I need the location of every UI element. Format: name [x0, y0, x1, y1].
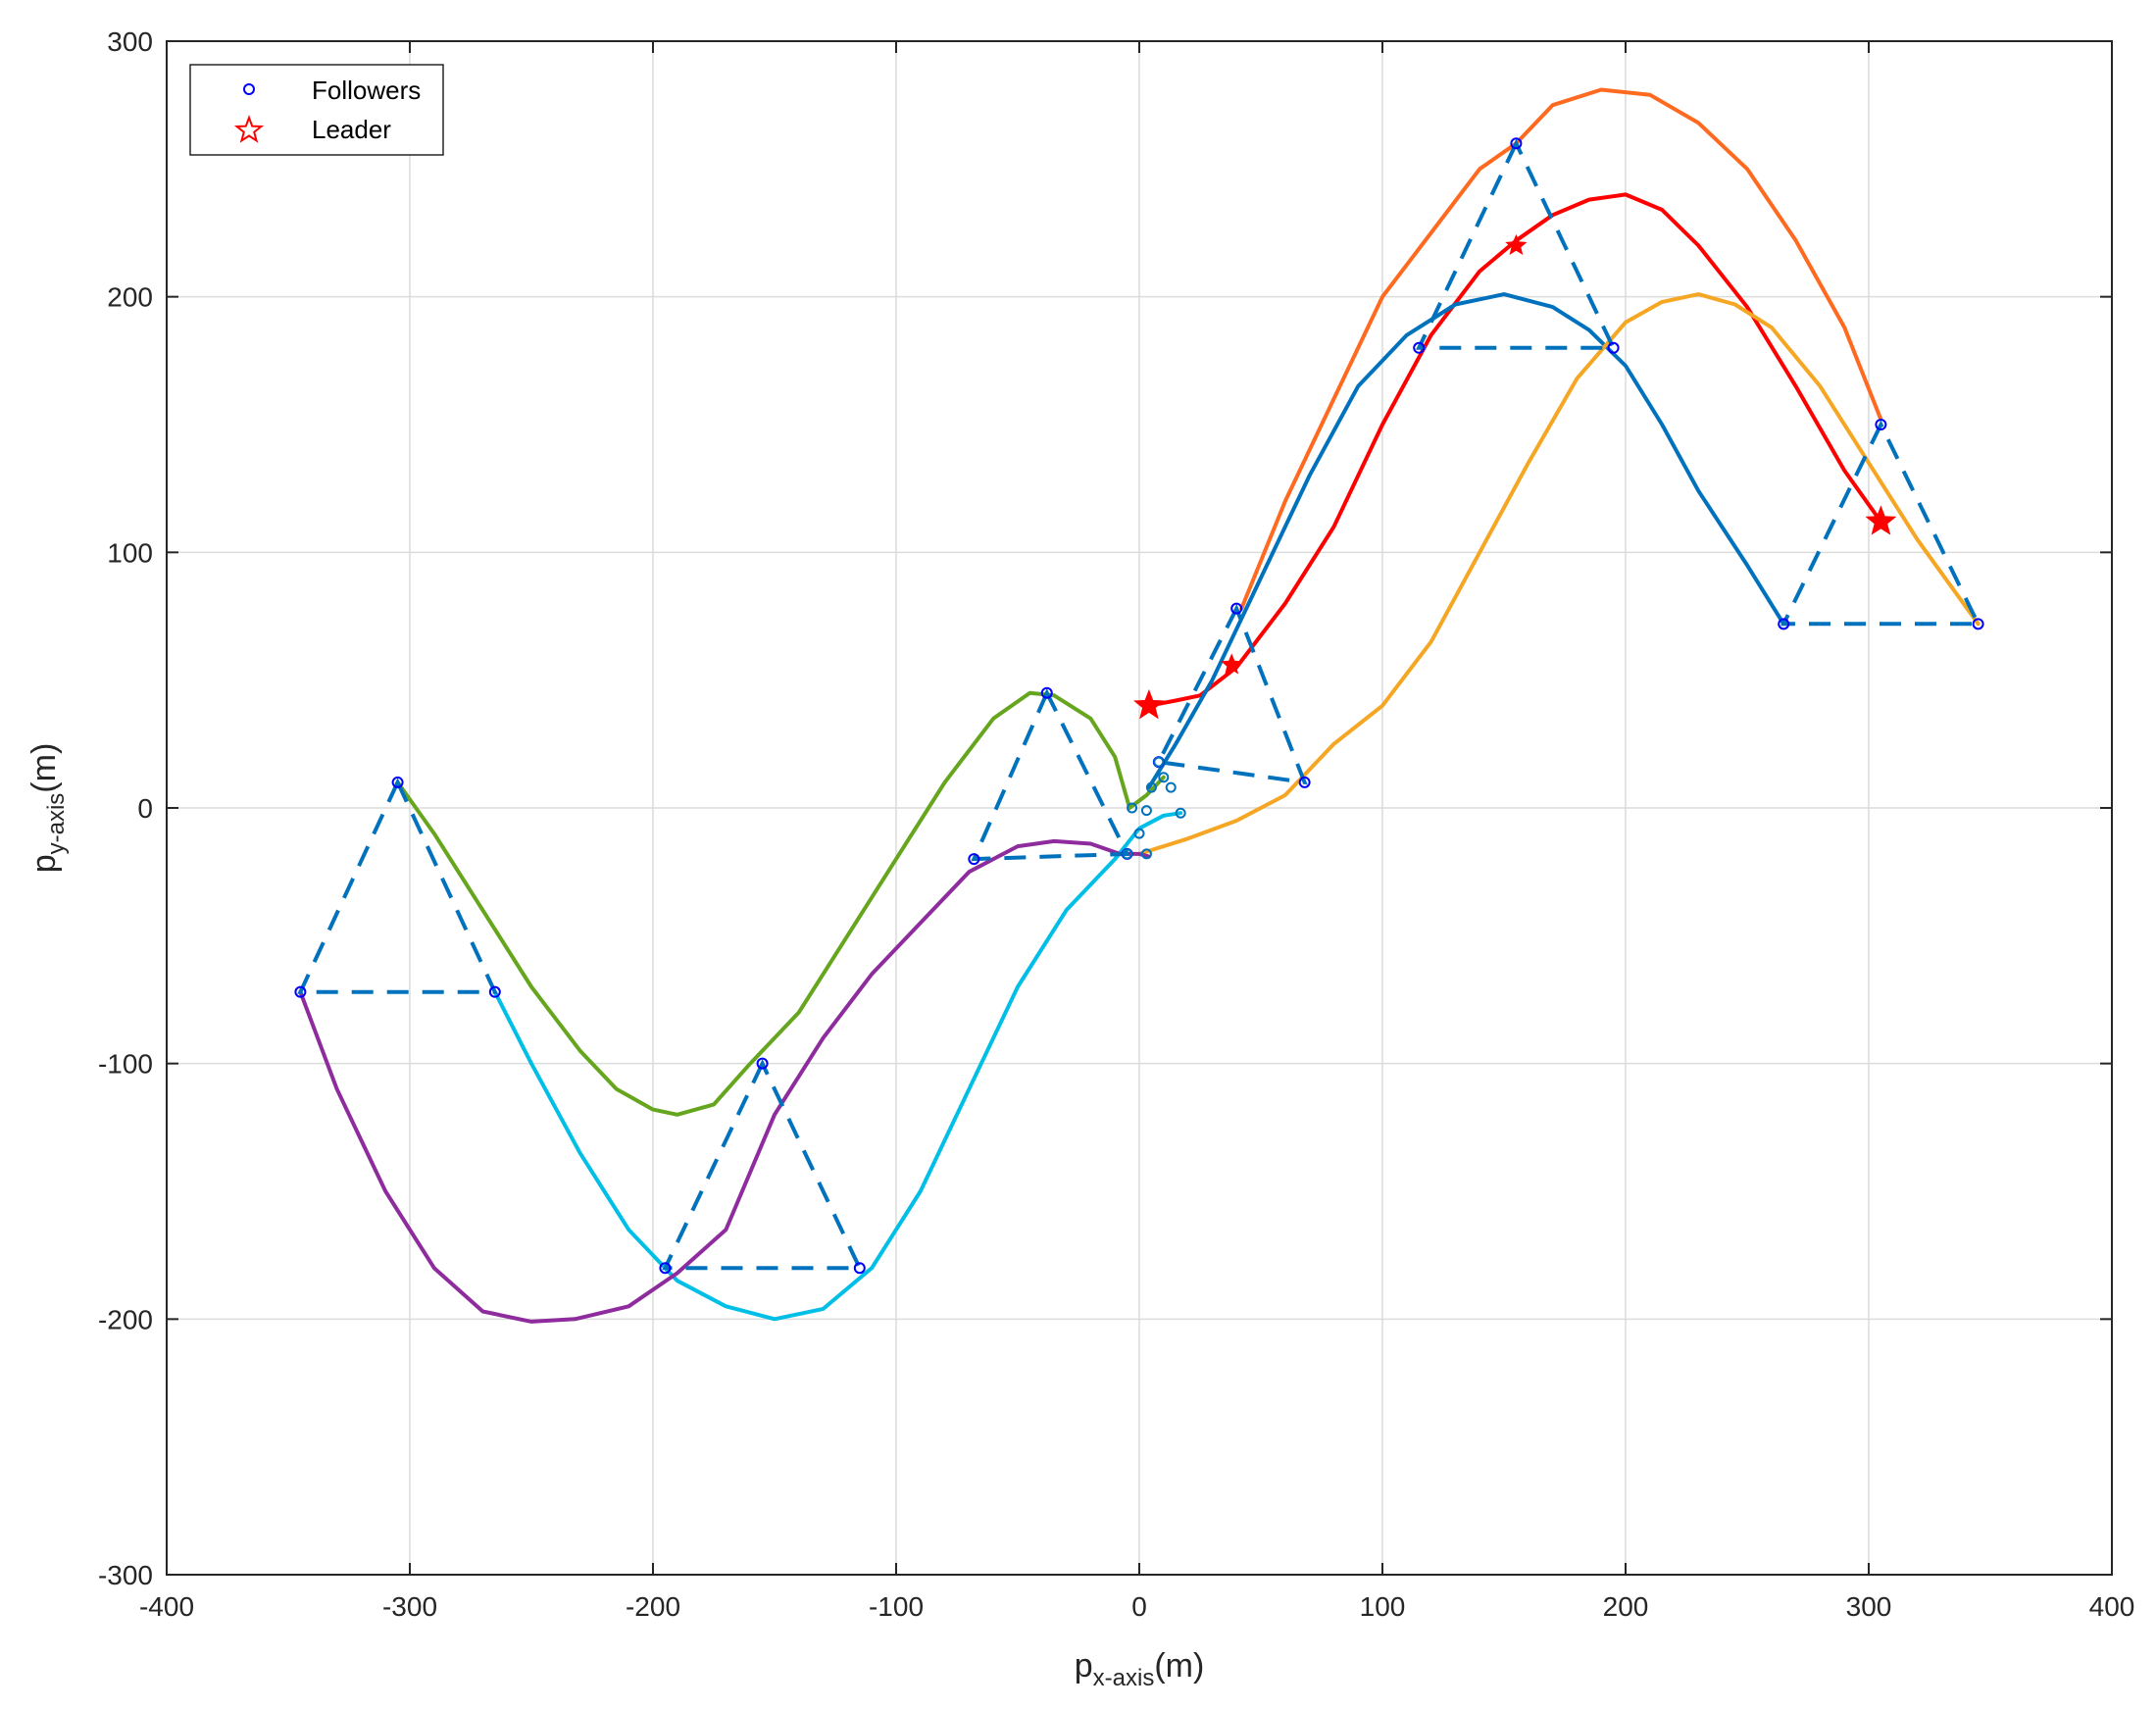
follower-marker [294, 985, 307, 998]
x-tick-label: 400 [2089, 1591, 2135, 1622]
x-tick-label: 0 [1131, 1591, 1147, 1622]
follower-marker [1972, 618, 1984, 630]
y-tick-label: -200 [98, 1304, 153, 1334]
trajectory-line [1146, 192, 1883, 708]
y-axis-label-main: p [25, 854, 63, 873]
follower-marker [488, 985, 501, 998]
follower-marker [1165, 781, 1177, 793]
y-tick-label: 0 [137, 793, 153, 824]
leader-marker [1505, 233, 1528, 255]
trajectory-line [298, 838, 1151, 1324]
trajectory-line [492, 811, 1183, 1322]
follower-marker [1145, 781, 1157, 793]
legend: Followers Leader [189, 64, 444, 156]
follower-marker [1175, 807, 1186, 819]
y-tick-label: 200 [107, 282, 153, 313]
y-axis-label: py-axis(m) [25, 743, 70, 874]
follower-marker [1298, 776, 1311, 788]
follower-marker [968, 853, 980, 866]
follower-marker [1778, 618, 1790, 630]
follower-marker [659, 1262, 672, 1275]
x-tick-label: -400 [139, 1591, 194, 1622]
follower-marker [391, 776, 404, 788]
trajectory-line [395, 690, 1166, 1117]
follower-marker [1153, 756, 1165, 768]
x-tick-label: -300 [382, 1591, 437, 1622]
x-tick-label: 200 [1603, 1591, 1649, 1622]
trajectory-line [1137, 292, 1981, 856]
x-axis-label-sub: x-axis [1093, 1665, 1155, 1691]
formation-triangle [1780, 420, 1981, 627]
legend-marker-leader [233, 115, 265, 143]
follower-marker [853, 1262, 866, 1275]
plot-area [294, 87, 1984, 1324]
x-tick-label: -100 [869, 1591, 924, 1622]
follower-marker [1122, 848, 1133, 860]
formation-triangle [662, 1059, 863, 1271]
x-axis-label: px-axis(m) [1075, 1647, 1205, 1691]
x-axis-label-main: p [1075, 1647, 1093, 1685]
follower-marker [1230, 602, 1243, 615]
follower-marker [1040, 686, 1053, 699]
follower-marker [1158, 772, 1170, 783]
y-tick-label: 100 [107, 537, 153, 568]
leader-marker [1221, 653, 1243, 675]
y-tick-label: 300 [107, 26, 153, 57]
follower-marker [1127, 802, 1138, 814]
follower-marker [1607, 341, 1620, 354]
follower-marker [1140, 848, 1152, 860]
follower-marker [1510, 137, 1523, 150]
x-tick-label: -200 [626, 1591, 680, 1622]
x-axis-label-unit: (m) [1154, 1647, 1204, 1685]
axis-ticks: -400 -300 -200 -100 0 100 200 300 400-300-200-10… [98, 26, 2134, 1622]
formation-triangle [297, 778, 498, 994]
follower-marker [756, 1057, 769, 1070]
leader-marker [1865, 505, 1897, 535]
y-axis-label-sub: y-axis [43, 793, 70, 855]
legend-box [189, 64, 444, 156]
y-tick-label: -300 [98, 1560, 153, 1590]
follower-marker [1140, 805, 1152, 817]
follower-marker [1413, 341, 1426, 354]
formation-triangle [1155, 603, 1308, 785]
formation-triangle [971, 687, 1130, 862]
legend-label-followers: Followers [312, 75, 421, 105]
leader-marker [1132, 688, 1165, 720]
follower-marker [1133, 828, 1145, 839]
x-tick-label: 100 [1360, 1591, 1406, 1622]
legend-marker-followers [243, 83, 255, 95]
grid [166, 40, 2113, 1576]
trajectory-line [1239, 87, 1883, 611]
legend-label-leader: Leader [312, 115, 391, 144]
trajectory-line [1146, 292, 1786, 790]
y-tick-label: -100 [98, 1049, 153, 1080]
follower-marker [1875, 419, 1887, 430]
y-axis-label-unit: (m) [25, 743, 63, 793]
formation-triangle [1416, 138, 1617, 350]
x-tick-label: 300 [1846, 1591, 1892, 1622]
